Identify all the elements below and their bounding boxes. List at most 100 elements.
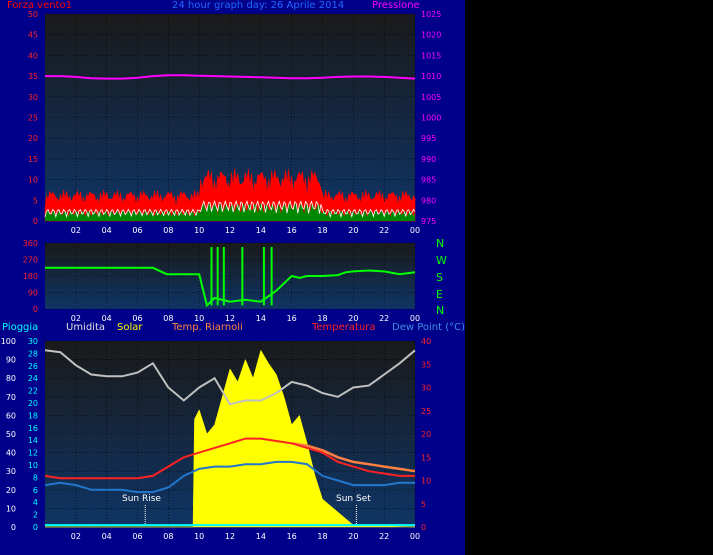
x-tick-label: 18 [317,532,327,541]
x-tick-label: 04 [102,226,112,235]
humidity-axis-tick: 100 [1,337,16,346]
rain-axis-tick: 22 [28,387,38,396]
wind-axis-tick: 40 [28,51,38,60]
pressure-axis-tick: 1020 [421,31,441,40]
pressure-axis-tick: 1025 [421,10,441,19]
pressure-axis-tick: 1005 [421,93,441,102]
pressure-axis-tick: 975 [421,217,436,226]
rain-axis-tick: 12 [28,449,38,458]
wind-axis-tick: 25 [28,114,38,123]
pressure-axis-tick: 990 [421,155,436,164]
rain-axis-tick: 28 [28,349,38,358]
sun-set-label: Sun Set [336,494,371,504]
x-tick-label: 18 [317,226,327,235]
x-tick-label: 04 [102,314,112,323]
x-tick-label: 16 [287,226,297,235]
x-tick-label: 10 [194,314,204,323]
x-tick-label: 12 [225,314,235,323]
x-tick-label: 20 [348,226,358,235]
plot-area-1 [45,14,415,221]
rain-axis-tick: 8 [33,473,38,482]
series-line [44,349,416,406]
wind-line [44,200,416,219]
wind-axis-tick: 35 [28,72,38,81]
legend-dew-point: Dew Point (°C) [392,322,466,333]
pressure-axis-tick: 995 [421,134,436,143]
pressure-axis-tick: 1000 [421,114,441,123]
direction-axis-tick: 180 [23,272,38,281]
x-tick-label: 00 [410,532,420,541]
rain-axis-tick: 4 [33,498,38,507]
rain-axis-tick: 18 [28,411,38,420]
sun-rise-label: Sun Rise [122,494,161,504]
dir-e: E [436,288,443,301]
humidity-axis-tick: 40 [6,449,16,458]
x-tick-label: 14 [256,226,266,235]
pressure-series-line [45,74,416,80]
rain-axis-tick: 2 [33,511,38,520]
wind-axis-tick: 15 [28,155,38,164]
humidity-axis-tick: 50 [6,430,16,439]
x-tick-label: 12 [225,226,235,235]
x-tick-label: 16 [287,532,297,541]
temperature-axis-tick: 35 [421,360,431,369]
wind-axis-tick: 5 [33,196,38,205]
rain-axis-tick: 30 [28,337,38,346]
x-tick-label: 20 [348,314,358,323]
x-tick-label: 08 [163,532,173,541]
x-tick-label: 00 [410,314,420,323]
x-tick-label: 22 [379,314,389,323]
x-tick-label: 04 [102,532,112,541]
direction-axis-tick: 270 [23,256,38,265]
temperature-axis-tick: 30 [421,384,431,393]
rain-axis-tick: 14 [28,436,38,445]
x-tick-label: 06 [132,314,142,323]
chart-title: 24 hour graph day: 26 Aprile 2014 [172,0,345,11]
x-tick-label: 18 [317,314,327,323]
rain-axis-tick: 20 [28,399,38,408]
x-tick-label: 08 [163,314,173,323]
wind-axis-tick: 0 [33,217,38,226]
temperature-axis-tick: 0 [421,523,426,532]
temperature-axis-tick: 40 [421,337,431,346]
dir-n-bottom: N [436,304,445,317]
humidity-axis-tick: 0 [11,523,16,532]
pressure-axis-tick: 980 [421,196,436,205]
rain-axis-tick: 0 [33,523,38,532]
x-tick-label: 02 [71,314,81,323]
x-tick-label: 02 [71,532,81,541]
humidity-axis-tick: 10 [6,504,16,513]
x-tick-label: 10 [194,226,204,235]
direction-series-line [45,266,416,308]
x-tick-label: 20 [348,532,358,541]
legend-temp-riarnoli: Temp. Riarnoli [172,322,243,333]
x-tick-label: 14 [256,532,266,541]
dir-n-top: N [436,237,445,250]
rain-axis-tick: 24 [28,374,38,383]
wind-avg-area [45,203,415,221]
x-tick-label: 10 [194,532,204,541]
x-tick-label: 02 [71,226,81,235]
direction-axis-tick: 360 [23,239,38,248]
humidity-axis-tick: 20 [6,486,16,495]
series-line [44,460,415,494]
x-tick-label: 12 [225,532,235,541]
temperature-axis-tick: 20 [421,430,431,439]
dir-s: S [436,271,443,284]
humidity-axis-tick: 30 [6,467,16,476]
series-line [44,437,415,480]
wind-axis-tick: 45 [28,31,38,40]
temperature-axis-tick: 10 [421,477,431,486]
direction-axis-tick: 0 [33,305,38,314]
humidity-axis-tick: 60 [6,411,16,420]
pressure-axis-tick: 1010 [421,72,441,81]
x-tick-label: 14 [256,314,266,323]
wind-axis-tick: 10 [28,176,38,185]
wind-gust-area [44,168,416,222]
rain-axis-tick: 6 [33,486,38,495]
legend-umidita: Umidita [66,322,106,333]
pressure-axis-tick: 985 [421,176,436,185]
solar-series-area [45,349,416,528]
pressure-axis-tick: 1015 [421,51,441,60]
